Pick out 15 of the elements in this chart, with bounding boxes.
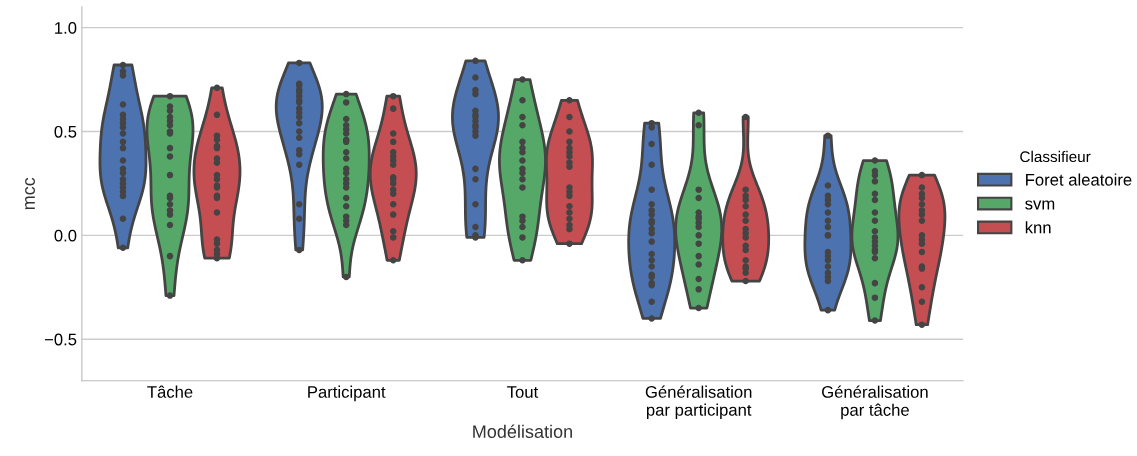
- x-tick-label: Participant: [308, 385, 386, 402]
- x-axis-title: Modélisation: [473, 424, 572, 438]
- text: svm: [1025, 200, 1055, 210]
- x-tick-label: Tâche: [147, 385, 193, 398]
- x-tick-label: Tout: [507, 386, 539, 398]
- text: knn: [1025, 221, 1051, 234]
- y-axis-title: mcc: [25, 177, 35, 210]
- y-tick-label: 0.0: [54, 229, 77, 242]
- y-tick-label: 1.0: [55, 22, 77, 34]
- y-tick-label: 0.5: [54, 125, 77, 138]
- legend-title: Classifieur: [1020, 150, 1091, 163]
- text: Foret aleatoire: [1026, 173, 1132, 186]
- x-tick-label: Généralisation par tâche: [822, 385, 928, 420]
- x-tick-label: Généralisation par participant: [645, 385, 752, 420]
- y-tick-label: −0.5: [44, 333, 77, 346]
